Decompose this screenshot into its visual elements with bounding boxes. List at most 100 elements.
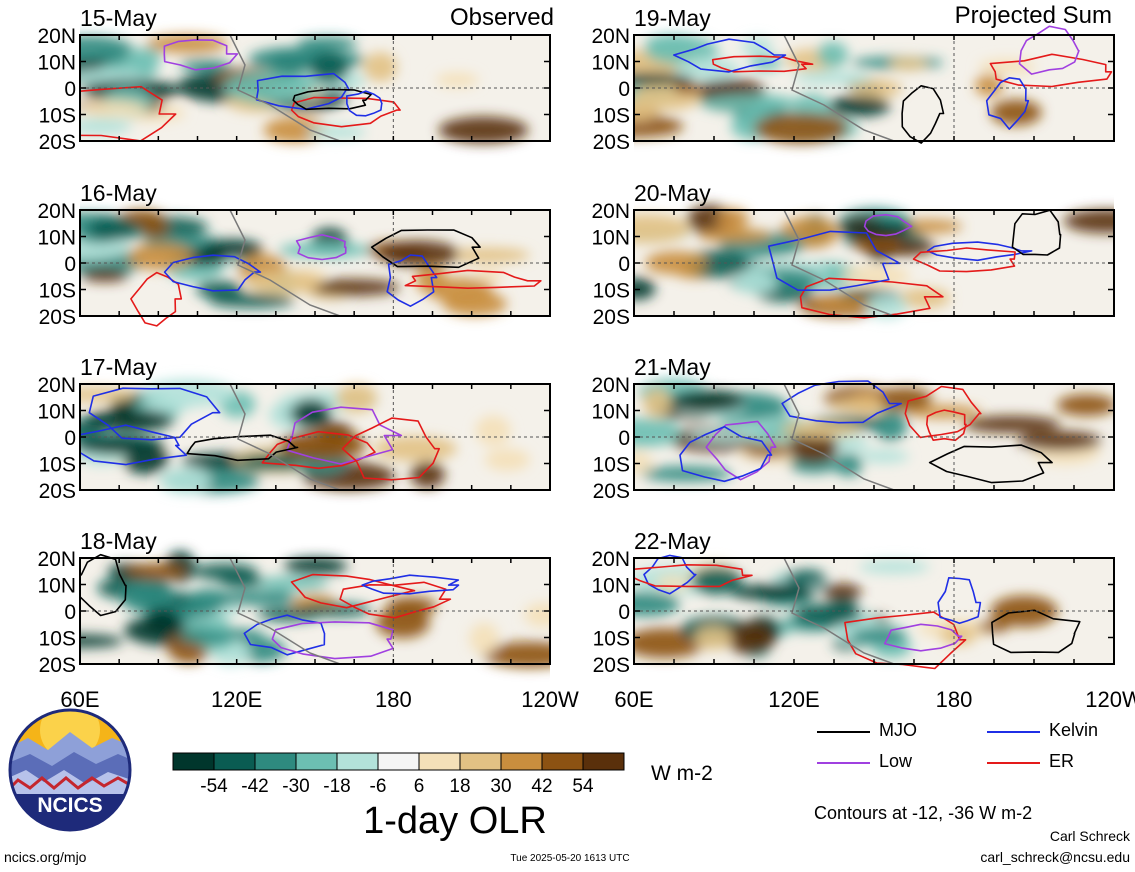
legend-low-label: Low — [879, 751, 913, 771]
lat-label: 10N — [591, 227, 630, 250]
lat-label: 10S — [593, 105, 630, 128]
colorbar-tick-label: 42 — [531, 776, 552, 797]
colorbar-swatch — [254, 752, 297, 771]
colorbar-swatch — [213, 752, 256, 771]
lat-label: 0 — [618, 253, 630, 276]
panel-date: 20-May — [634, 180, 711, 206]
lat-label: 0 — [618, 601, 630, 624]
author-email: carl_schreck@ncsu.edu — [980, 849, 1130, 865]
colorbar-tick-label: 54 — [572, 776, 594, 797]
colorbar-tick-label: -6 — [370, 776, 387, 797]
lat-label: 20N — [591, 200, 630, 223]
lat-label: 20S — [39, 480, 76, 503]
lat-label: 20S — [593, 306, 630, 329]
lat-label: 20N — [37, 374, 76, 397]
colorbar-tick-label: -30 — [282, 776, 309, 797]
legend-mjo-label: MJO — [879, 720, 917, 740]
colorbar-swatch — [295, 752, 338, 771]
lat-label: 20S — [593, 654, 630, 677]
lat-label: 10N — [591, 575, 630, 598]
lat-label: 20S — [39, 654, 76, 677]
ncics-logo: NCICS — [8, 708, 132, 832]
lon-label: 180 — [375, 687, 412, 712]
colorbar-swatch — [336, 752, 379, 771]
lon-label: 120W — [521, 687, 579, 712]
panel-date: 17-May — [80, 354, 157, 380]
observed-header: Observed — [449, 4, 554, 31]
lat-label: 20N — [591, 25, 630, 48]
panel-date: 15-May — [80, 5, 157, 31]
panel-date: 22-May — [634, 528, 711, 554]
lat-label: 10N — [37, 227, 76, 250]
colorbar-title: 1-day OLR — [363, 800, 547, 842]
lon-label: 180 — [936, 687, 973, 712]
lat-label: 10N — [37, 575, 76, 598]
lat-label: 10N — [591, 52, 630, 75]
colorbar-tick-label: -54 — [200, 776, 228, 797]
lat-label: 10S — [593, 454, 630, 477]
lat-label: 10S — [39, 105, 76, 128]
panel-date: 21-May — [634, 354, 711, 380]
lat-label: 10S — [39, 628, 76, 651]
org-url[interactable]: ncics.org/mjo — [4, 849, 87, 865]
colorbar-tick-label: 18 — [449, 776, 470, 797]
lat-label: 0 — [618, 78, 630, 101]
lat-label: 10S — [593, 280, 630, 303]
legend: MJO Kelvin Low ER — [815, 718, 1130, 778]
colorbar-units: W m-2 — [651, 762, 713, 785]
colorbar-swatch — [172, 752, 215, 771]
timestamp: Tue 2025-05-20 1613 UTC — [510, 853, 630, 864]
logo-text: NCICS — [37, 794, 102, 817]
projected-header: Projected Sum — [954, 2, 1112, 29]
legend-lines — [817, 731, 1040, 764]
lon-label: 120W — [1085, 687, 1135, 712]
colorbar-tick-label: -18 — [323, 776, 350, 797]
author-name: Carl Schreck — [1049, 828, 1130, 844]
colorbar-tick-label: 30 — [490, 776, 511, 797]
lon-label: 60E — [614, 687, 653, 712]
colorbar-swatch — [459, 752, 502, 771]
lat-label: 10N — [591, 401, 630, 424]
lat-label: 0 — [64, 253, 76, 276]
colorbar-swatch — [418, 752, 461, 771]
legend-kelvin-label: Kelvin — [1049, 720, 1099, 740]
lat-label: 10S — [593, 628, 630, 651]
colorbar-swatch — [500, 752, 543, 771]
colorbar-tick-label: 6 — [414, 776, 425, 797]
lat-label: 20S — [39, 131, 76, 154]
colorbar: -54 -42 -30 -18 -6 6 18 30 42 54 — [172, 752, 625, 797]
legend-er-label: ER — [1049, 751, 1075, 771]
lat-label: 20S — [593, 131, 630, 154]
colorbar-swatch — [541, 752, 584, 771]
panel-date: 18-May — [80, 528, 157, 554]
panel-date: 16-May — [80, 180, 157, 206]
lat-label: 10S — [39, 454, 76, 477]
lat-label: 10N — [37, 401, 76, 424]
lat-label: 20N — [37, 200, 76, 223]
lat-label: 10N — [37, 52, 76, 75]
lat-label: 0 — [64, 427, 76, 450]
lat-label: 20S — [39, 306, 76, 329]
lat-label: 0 — [64, 78, 76, 101]
colorbar-tick-label: -42 — [241, 776, 268, 797]
lat-label: 20N — [591, 374, 630, 397]
lat-label: 20S — [593, 480, 630, 503]
lon-label: 120E — [211, 687, 262, 712]
colorbar-swatch — [377, 752, 420, 771]
lon-label: 60E — [60, 687, 99, 712]
lat-label: 20N — [591, 548, 630, 571]
lat-label: 20N — [37, 548, 76, 571]
lat-label: 0 — [618, 427, 630, 450]
contours-note: Contours at -12, -36 W m-2 — [814, 803, 1033, 823]
colorbar-swatch — [582, 752, 625, 771]
lat-label: 10S — [39, 280, 76, 303]
